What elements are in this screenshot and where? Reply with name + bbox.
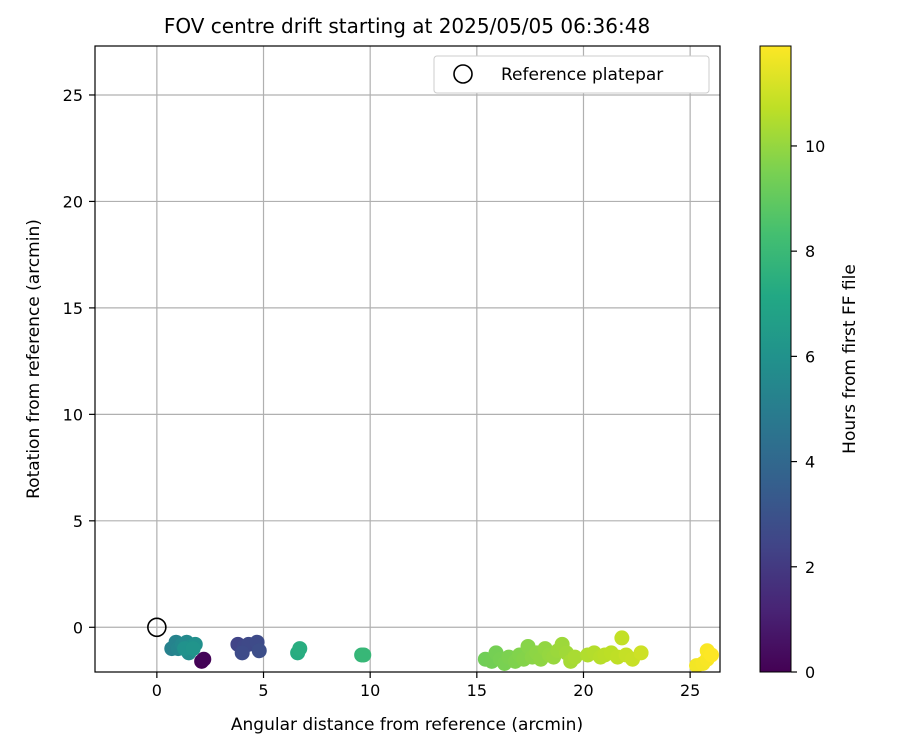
y-tick-label: 15 <box>63 299 83 318</box>
data-point <box>292 641 308 657</box>
colorbar-tick-label: 10 <box>805 137 825 156</box>
data-point <box>614 630 630 646</box>
x-tick-label: 15 <box>467 681 487 700</box>
y-tick-label: 5 <box>73 512 83 531</box>
y-axis-ticks: 0 5 10 15 20 25 <box>63 86 95 637</box>
data-point <box>185 641 201 657</box>
x-tick-label: 20 <box>573 681 593 700</box>
chart-title: FOV centre drift starting at 2025/05/05 … <box>164 14 650 38</box>
y-axis-label: Rotation from reference (arcmin) <box>24 219 44 499</box>
legend-entry: Reference platepar <box>501 65 663 85</box>
colorbar-gradient <box>759 45 792 673</box>
colorbar-tick-label: 8 <box>805 242 815 261</box>
plot-frame <box>94 45 721 673</box>
y-tick-label: 20 <box>63 192 83 211</box>
data-point <box>703 647 719 663</box>
data-point <box>196 651 212 667</box>
colorbar-label: Hours from first FF file <box>840 264 860 454</box>
legend-marker <box>453 64 473 84</box>
colorbar-tick-label: 2 <box>805 558 815 577</box>
data-point <box>234 645 250 661</box>
x-tick-label: 5 <box>258 681 268 700</box>
legend: Reference platepar <box>433 55 710 94</box>
colorbar-ticks: 0 2 4 6 8 10 <box>791 137 825 682</box>
y-tick-label: 10 <box>63 405 83 424</box>
data-point <box>633 645 649 661</box>
y-tick-label: 0 <box>73 618 83 637</box>
x-tick-label: 0 <box>152 681 162 700</box>
data-point <box>356 647 372 663</box>
data-point <box>251 643 267 659</box>
x-tick-label: 25 <box>680 681 700 700</box>
data-points <box>164 630 719 672</box>
reference-platepar-marker <box>147 617 167 638</box>
x-axis-ticks: 0 5 10 15 20 25 <box>152 672 700 700</box>
colorbar: 0 2 4 6 8 10 Hours from first FF file <box>759 45 860 682</box>
colorbar-tick-label: 0 <box>805 663 815 682</box>
colorbar-tick-label: 4 <box>805 453 815 472</box>
y-tick-label: 25 <box>63 86 83 105</box>
data-point <box>567 649 583 665</box>
x-axis-label: Angular distance from reference (arcmin) <box>231 715 583 735</box>
grid-lines <box>95 46 720 672</box>
legend-box <box>433 55 710 94</box>
colorbar-tick-label: 6 <box>805 347 815 366</box>
x-tick-label: 10 <box>360 681 380 700</box>
